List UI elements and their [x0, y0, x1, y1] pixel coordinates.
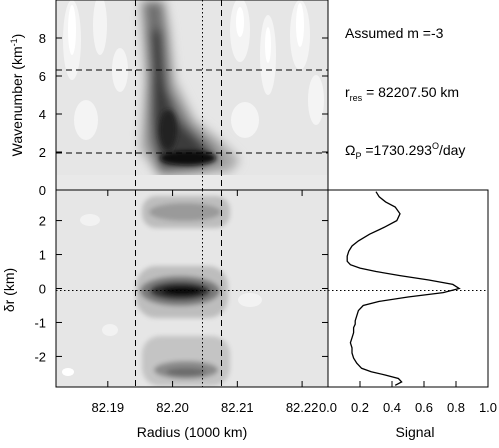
signal-frame — [327, 189, 489, 388]
phase-x-tick-label: 82.21 — [221, 400, 254, 415]
phase-x-tick-label: 82.22 — [286, 400, 319, 415]
signal-panel: 0.0 0.2 0.4 0.6 0.8 1.0 Signal — [319, 189, 497, 440]
annotations: Assumed m =-3 rres = 82207.50 km ΩP =173… — [345, 25, 465, 161]
phase-x-tick-label: 82.20 — [156, 400, 189, 415]
phase-y-tick-label: -2 — [34, 349, 46, 364]
phase-y-axis-label: δr (km) — [1, 268, 17, 312]
phase-x-tick-label: 82.19 — [92, 400, 125, 415]
wavelet-y-tick-label: 0 — [39, 183, 46, 198]
resonance-radius-text: rres = 82207.50 km — [345, 84, 459, 103]
signal-x-tick-label: 0.8 — [447, 400, 465, 415]
phase-image — [62, 196, 262, 386]
phase-y-tick-label: 1 — [39, 248, 46, 263]
signal-x-tick-label: 0.6 — [415, 400, 433, 415]
wavelet-y-tick-label: 4 — [39, 107, 46, 122]
wavelet-y-tick-label: 8 — [39, 31, 46, 46]
signal-x-tick-label: 0.0 — [319, 400, 337, 415]
signal-background — [328, 190, 488, 387]
wavelet-y-axis-label: Wavenumber (km-1) — [9, 34, 25, 157]
phase-y-tick-label: -1 — [34, 315, 46, 330]
pattern-speed-text: ΩP =1730.293O/day — [345, 141, 465, 161]
wavelet-image — [56, 0, 328, 190]
signal-x-ticks: 0.0 0.2 0.4 0.6 0.8 1.0 — [319, 381, 497, 415]
phase-x-ticks: 82.19 82.20 82.21 82.22 — [92, 190, 319, 415]
wavelet-y-ticks: 0 2 4 6 8 — [39, 31, 328, 198]
signal-x-tick-label: 0.4 — [383, 400, 401, 415]
wavelet-reference-lines — [56, 0, 328, 190]
phase-y-tick-label: 2 — [39, 214, 46, 229]
wavelet-panel: 0 2 4 6 8 Wavenumber (km-1) — [9, 0, 329, 198]
phase-reference-lines — [56, 190, 328, 387]
signal-x-tick-label: 0.2 — [351, 400, 369, 415]
signal-curve — [346, 191, 461, 386]
phase-panel: -2 -1 0 1 2 82.19 82.20 82.21 82.22 δr (km) Rad… — [1, 189, 329, 440]
wavelet-y-tick-label: 6 — [39, 69, 46, 84]
phase-y-tick-label: 0 — [39, 282, 46, 297]
phase-y-ticks: -2 -1 0 1 2 — [34, 214, 328, 364]
assumed-m-text: Assumed m =-3 — [345, 25, 444, 41]
signal-x-tick-label: 1.0 — [479, 400, 497, 415]
phase-x-axis-label: Radius (1000 km) — [137, 424, 248, 440]
signal-x-axis-label: Signal — [396, 424, 435, 440]
wavelet-y-tick-label: 2 — [39, 145, 46, 160]
